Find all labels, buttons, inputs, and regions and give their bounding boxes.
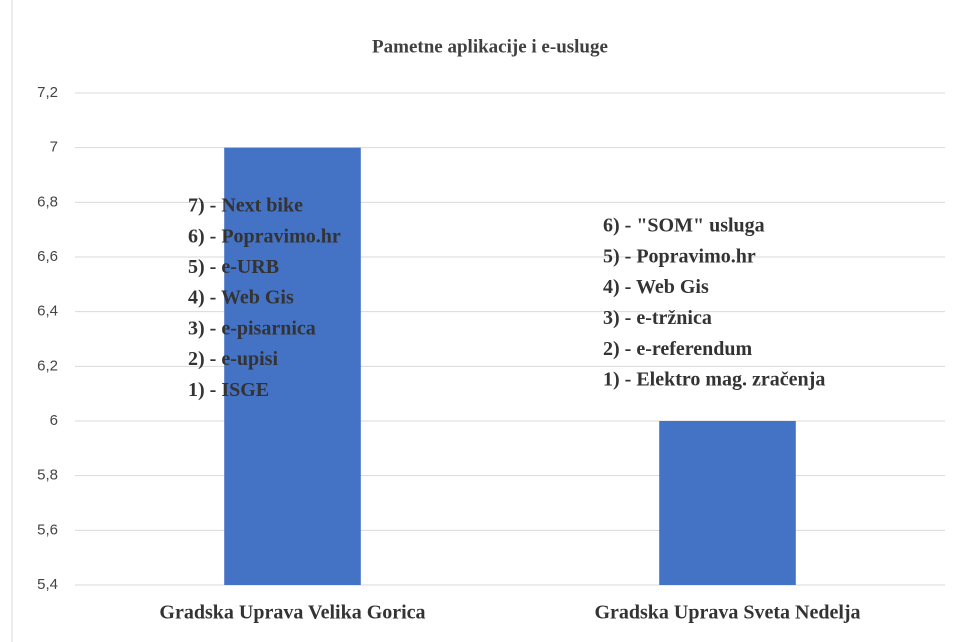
annotation-line: 1) - ISGE bbox=[188, 379, 269, 401]
y-tick-label: 5,4 bbox=[37, 576, 58, 593]
chart-title: Pametne aplikacije i e-usluge bbox=[372, 36, 608, 57]
y-tick-label: 6,4 bbox=[37, 303, 58, 320]
annotation-line: 2) - e-referendum bbox=[603, 338, 753, 360]
annotation-line: 6) - "SOM" usluga bbox=[603, 215, 765, 237]
annotation-line: 3) - e-tržnica bbox=[603, 307, 712, 329]
bar bbox=[659, 421, 796, 585]
y-tick-label: 5,8 bbox=[37, 467, 58, 484]
annotation-line: 2) - e-upisi bbox=[188, 348, 278, 370]
annotation-line: 7) - Next bike bbox=[188, 195, 303, 217]
y-tick-label: 6,6 bbox=[37, 248, 58, 265]
x-tick-label: Gradska Uprava Velika Gorica bbox=[159, 602, 425, 624]
annotation-line: 5) - e-URB bbox=[188, 256, 279, 278]
x-tick-label: Gradska Uprava Sveta Nedelja bbox=[594, 602, 860, 624]
annotation-line: 4) - Web Gis bbox=[603, 276, 709, 298]
annotation-line: 6) - Popravimo.hr bbox=[188, 225, 341, 247]
y-tick-label: 7 bbox=[50, 139, 58, 156]
annotation-line: 1) - Elektro mag. zračenja bbox=[603, 369, 825, 391]
annotation-line: 3) - e-pisarnica bbox=[188, 317, 316, 339]
annotation-line: 4) - Web Gis bbox=[188, 287, 294, 309]
bar bbox=[224, 147, 361, 585]
annotation-line: 5) - Popravimo.hr bbox=[603, 245, 756, 267]
y-tick-label: 6,2 bbox=[37, 357, 58, 374]
y-tick-label: 5,6 bbox=[37, 521, 58, 538]
y-tick-label: 6,8 bbox=[37, 193, 58, 210]
y-tick-label: 6 bbox=[50, 412, 58, 429]
y-tick-label: 7,2 bbox=[37, 84, 58, 101]
